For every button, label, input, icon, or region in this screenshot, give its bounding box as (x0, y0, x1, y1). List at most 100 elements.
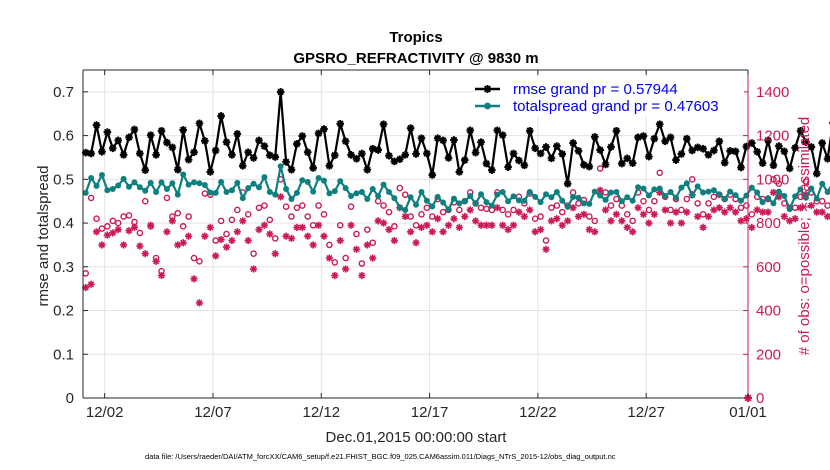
assimilated-point (195, 299, 204, 307)
possible-point (548, 204, 555, 212)
rmse-point (303, 148, 312, 157)
assimilated-point (591, 228, 599, 236)
possible-point (401, 191, 409, 198)
assimilated-point (650, 210, 658, 218)
rmse-point (331, 151, 339, 160)
rmse-point (287, 165, 296, 174)
totalspread-point (239, 195, 246, 202)
possible-point (683, 195, 691, 203)
plot-background (83, 70, 748, 398)
rmse-point (525, 126, 534, 135)
totalspread-point (705, 188, 712, 195)
possible-point (596, 165, 604, 172)
totalspread-point (109, 185, 116, 192)
totalspread-point (526, 189, 533, 196)
assimilated-point (401, 212, 409, 221)
assimilated-point (120, 241, 128, 249)
totalspread-point (640, 185, 647, 192)
assimilated-point (439, 228, 447, 236)
rmse-point (238, 161, 247, 170)
assimilated-point (152, 257, 160, 265)
assimilated-point (531, 228, 539, 236)
plot-area (81, 88, 830, 402)
y-tick-label: 0 (66, 390, 74, 407)
rmse-point (412, 150, 420, 158)
possible-point (174, 209, 182, 217)
rmse-point (211, 146, 220, 155)
assimilated-point (726, 204, 734, 212)
rmse-point (249, 154, 258, 162)
rmse-point (336, 119, 345, 128)
assimilated-point (417, 223, 426, 232)
assimilated-point (331, 271, 339, 280)
rmse-point (352, 154, 361, 163)
assimilated-point (493, 204, 501, 212)
y-tick-label: 0.6 (53, 128, 74, 145)
possible-point (331, 259, 339, 266)
totalspread-point (483, 199, 490, 206)
assimilated-point (217, 235, 225, 244)
assimilated-point (710, 206, 718, 214)
x-axis-label: Dec.01,2015 00:00:00 start (326, 429, 508, 446)
rmse-point (536, 149, 545, 158)
y2-tick-label: 1200 (756, 128, 789, 145)
assimilated-point (98, 241, 106, 249)
totalspread-point (683, 180, 690, 187)
totalspread-point (672, 194, 679, 201)
assimilated-point (737, 217, 745, 225)
assimilated-point (157, 271, 166, 280)
totalspread-point (613, 189, 620, 196)
possible-point (802, 178, 810, 185)
rmse-point (547, 154, 556, 163)
rmse-point (293, 140, 301, 148)
rmse-point (812, 169, 821, 178)
rmse-point (471, 148, 480, 157)
possible-point (542, 237, 550, 244)
assimilated-point (450, 215, 458, 223)
rmse-point (157, 126, 166, 135)
possible-point (282, 203, 290, 210)
rmse-point (108, 144, 117, 153)
totalspread-point (326, 190, 333, 197)
assimilated-point (780, 212, 788, 221)
possible-point (163, 194, 171, 202)
totalspread-point (228, 187, 235, 194)
rmse-point (466, 126, 474, 135)
rmse-point (569, 139, 577, 147)
totalspread-point (126, 183, 133, 190)
totalspread-point (802, 194, 809, 201)
rmse-point (244, 148, 252, 157)
rmse-point (482, 159, 491, 168)
possible-point (293, 204, 301, 212)
totalspread-point (467, 192, 474, 199)
rmse-point (531, 144, 539, 153)
possible-point (299, 202, 306, 209)
totalspread-point (824, 189, 830, 196)
totalspread-point (153, 189, 160, 196)
assimilated-point (466, 206, 474, 214)
assimilated-point (731, 208, 740, 216)
assimilated-point (639, 210, 648, 218)
rmse-point (179, 126, 187, 134)
rmse-point (406, 124, 415, 132)
y-tick-label: 0.1 (53, 346, 74, 363)
assimilated-point (461, 212, 469, 221)
possible-point (391, 223, 398, 230)
rmse-point (590, 133, 599, 141)
totalspread-point (277, 163, 284, 170)
totalspread-point (488, 202, 495, 209)
possible-point (694, 200, 701, 207)
possible-point (748, 211, 756, 218)
totalspread-point (423, 197, 430, 204)
possible-point (591, 217, 599, 225)
x-tick-label: 12/07 (194, 404, 232, 421)
possible-point (255, 204, 263, 212)
assimilated-point (677, 219, 685, 227)
totalspread-point (754, 189, 761, 196)
totalspread-point (115, 182, 122, 189)
totalspread-point (88, 175, 95, 182)
possible-point (196, 258, 203, 265)
assimilated-point (742, 215, 750, 223)
totalspread-point (196, 180, 203, 187)
rmse-point (596, 146, 604, 154)
